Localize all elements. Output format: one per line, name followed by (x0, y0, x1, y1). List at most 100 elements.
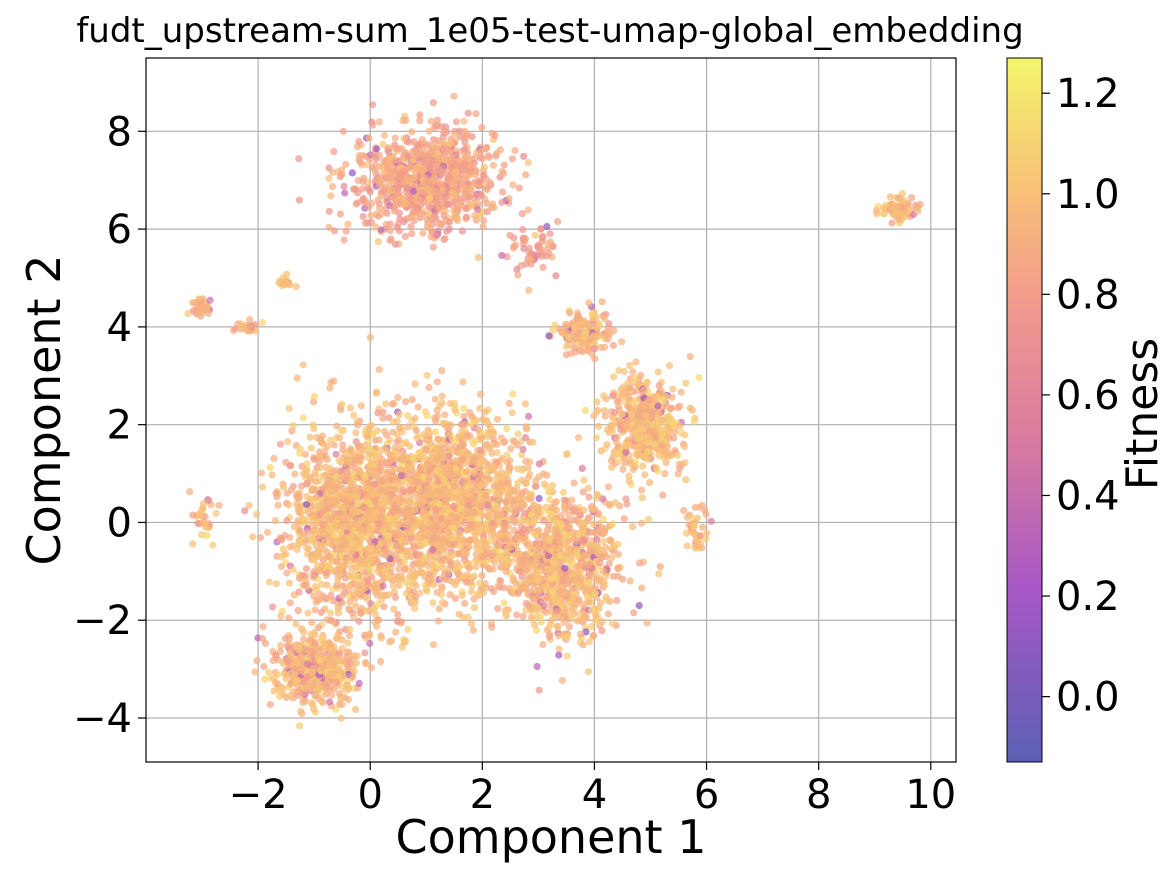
scatter-point (496, 496, 504, 504)
scatter-point (508, 409, 516, 417)
scatter-point (336, 477, 344, 485)
scatter-point (310, 455, 318, 463)
scatter-point (293, 500, 301, 509)
scatter-point (321, 680, 329, 689)
scatter-point (339, 484, 347, 492)
scatter-point (266, 463, 274, 472)
scatter-point (466, 409, 474, 417)
scatter-point (649, 393, 658, 401)
scatter-point (297, 664, 305, 672)
scatter-point (443, 423, 451, 431)
scatter-point (513, 611, 521, 619)
scatter-point (461, 518, 469, 527)
scatter-point (302, 565, 311, 573)
scatter-point (377, 634, 385, 642)
scatter-point (387, 637, 396, 645)
scatter-point (302, 544, 310, 552)
scatter-point (460, 412, 468, 420)
scatter-point (367, 545, 375, 554)
scatter-point (320, 546, 328, 554)
scatter-point (436, 515, 444, 523)
scatter-point (521, 509, 529, 517)
scatter-point (366, 469, 374, 477)
chart-title: fudt_upstream-sum_1e05-test-umap-global_… (76, 11, 1023, 51)
scatter-point (494, 415, 502, 423)
scatter-point (667, 404, 676, 412)
scatter-point (338, 563, 346, 571)
scatter-point (412, 426, 420, 435)
scatter-point (319, 472, 327, 480)
scatter-point (269, 603, 277, 611)
scatter-point (251, 668, 259, 676)
scatter-point (569, 516, 578, 524)
scatter-point (433, 378, 441, 386)
scatter-point (565, 531, 573, 539)
scatter-point (271, 517, 279, 525)
scatter-point (594, 491, 602, 499)
scatter-point (261, 639, 269, 647)
scatter-point (446, 591, 454, 599)
scatter-point (530, 621, 539, 629)
scatter-point (314, 549, 322, 558)
scatter-point (312, 478, 320, 486)
scatter-point (681, 442, 689, 450)
scatter-point (404, 625, 412, 634)
scatter-point (298, 710, 306, 718)
scatter-point (370, 605, 378, 613)
scatter-point (377, 657, 385, 666)
scatter-point (574, 434, 583, 442)
scatter-point (618, 338, 626, 346)
scatter-point (440, 575, 449, 583)
scatter-point (450, 524, 458, 532)
scatter-point (336, 434, 344, 442)
scatter-point (446, 399, 454, 408)
scatter-point (384, 531, 393, 539)
scatter-point (364, 479, 372, 487)
scatter-point (309, 398, 318, 406)
scatter-point (644, 448, 652, 456)
scatter-point (488, 623, 496, 631)
scatter-point (455, 610, 463, 618)
scatter-point (402, 637, 410, 645)
scatter-point (371, 579, 379, 587)
scatter-point (286, 599, 294, 607)
scatter-point (674, 404, 682, 412)
scatter-point (307, 536, 315, 544)
scatter-point (615, 367, 623, 375)
scatter-point (433, 588, 441, 597)
scatter-point (325, 553, 333, 561)
scatter-point (375, 365, 383, 374)
scatter-point (352, 429, 360, 437)
scatter-point (564, 632, 572, 640)
scatter-point (463, 526, 471, 534)
scatter-point (296, 445, 304, 453)
scatter-point (268, 471, 276, 479)
scatter-point (635, 559, 644, 567)
scatter-point (311, 606, 319, 614)
scatter-point (404, 412, 412, 420)
scatter-point (397, 572, 405, 580)
scatter-point (489, 161, 497, 169)
scatter-point (412, 522, 420, 530)
scatter-point (348, 672, 356, 680)
scatter-point (428, 546, 437, 554)
scatter-point (509, 577, 517, 585)
scatter-point (592, 528, 600, 536)
scatter-point (292, 620, 300, 628)
scatter-point (355, 617, 363, 625)
scatter-point (589, 631, 598, 640)
scatter-point (460, 478, 468, 486)
scatter-point (665, 362, 674, 370)
scatter-point (260, 663, 268, 671)
scatter-point (357, 445, 365, 453)
scatter-point (414, 403, 422, 411)
scatter-point (300, 647, 308, 656)
scatter-point (440, 565, 448, 573)
scatter-point (525, 412, 533, 420)
scatter-point (393, 431, 401, 439)
scatter-point (665, 427, 674, 435)
scatter-point (624, 379, 632, 387)
scatter-point (609, 392, 617, 400)
scatter-point (418, 488, 427, 496)
scatter-point (441, 556, 449, 564)
